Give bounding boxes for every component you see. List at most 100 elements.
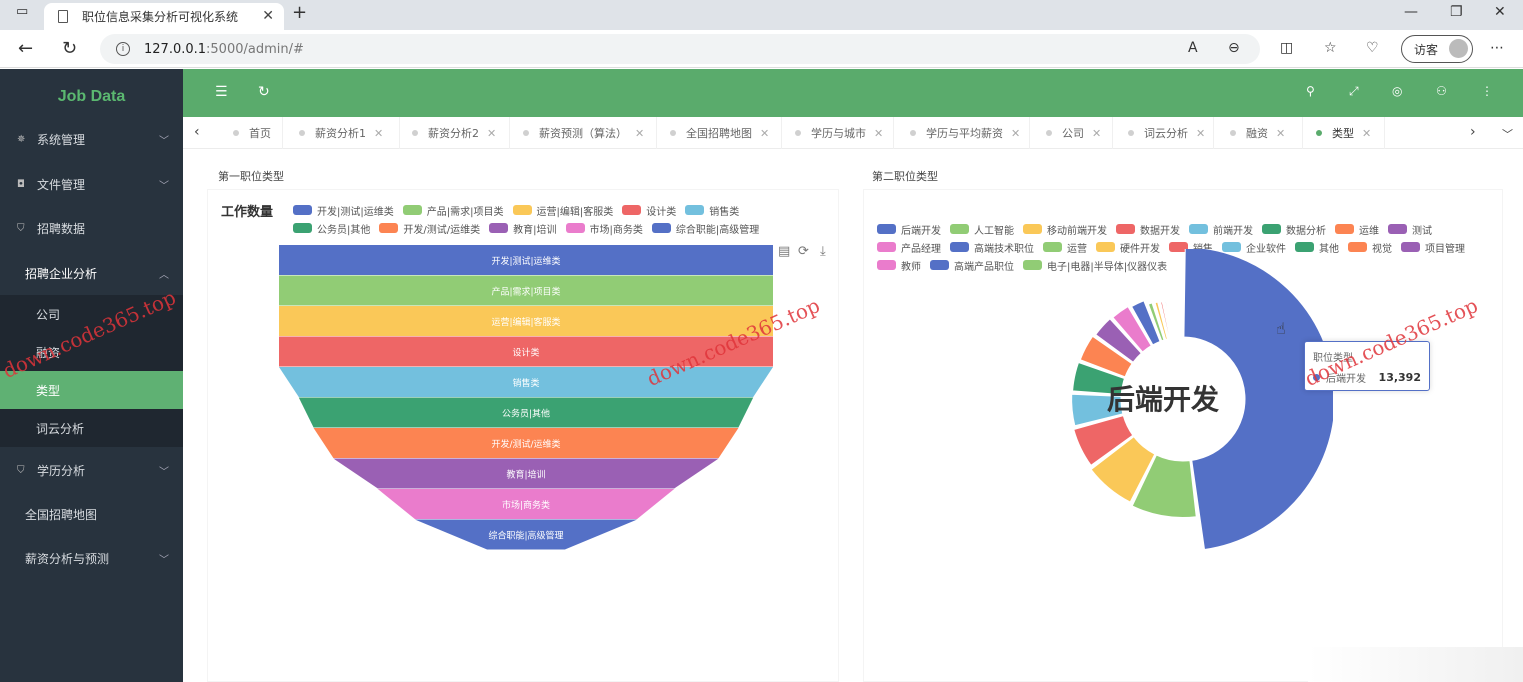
rose-legend-item[interactable]: 数据分析 xyxy=(1262,220,1326,238)
tab-edu-city[interactable]: 学历与城市 ✕ xyxy=(782,117,894,149)
fullscreen-icon[interactable]: ⤢ xyxy=(1349,84,1359,98)
tabs-right-icon[interactable]: › xyxy=(1470,124,1476,140)
rose-legend-item[interactable]: 硬件开发 xyxy=(1096,238,1160,256)
tabs-left-icon[interactable]: ‹ xyxy=(194,124,200,140)
rose-legend-item[interactable]: 高端技术职位 xyxy=(950,238,1034,256)
funnel-segment[interactable] xyxy=(279,306,773,336)
rose-slice[interactable] xyxy=(1095,318,1142,363)
rose-legend-item[interactable]: 企业软件 xyxy=(1222,238,1286,256)
sidebar-item-company-analysis[interactable]: 招聘企业分析 ︿ xyxy=(0,253,183,293)
url-input[interactable]: i 127.0.0.1:5000/admin/# xyxy=(100,34,1260,64)
close-icon[interactable]: ✕ xyxy=(1276,126,1286,140)
refresh-icon[interactable]: ↻ xyxy=(258,84,270,100)
rose-slice[interactable] xyxy=(1131,454,1197,518)
funnel-legend-item[interactable]: 开发/测试/运维类 xyxy=(379,219,480,237)
tab-salary2[interactable]: 薪资分析2 ✕ xyxy=(400,117,510,149)
tab-actions-icon[interactable]: ▭ xyxy=(16,4,29,19)
rose-slice[interactable] xyxy=(1073,415,1134,466)
funnel-legend-item[interactable]: 设计类 xyxy=(622,201,676,219)
rose-legend-item[interactable]: 后端开发 xyxy=(877,220,941,238)
restore-chart-icon[interactable]: ⟳ xyxy=(798,244,809,259)
funnel-legend-item[interactable]: 公务员|其他 xyxy=(293,219,370,237)
rose-legend-item[interactable]: 运营 xyxy=(1043,238,1087,256)
sidebar-item-system[interactable]: ✵ 系统管理 ﹀ xyxy=(0,119,183,159)
close-tab-icon[interactable]: ✕ xyxy=(262,8,274,24)
funnel-segment[interactable] xyxy=(279,367,773,397)
tab-edu-salary[interactable]: 学历与平均薪资 ✕ xyxy=(894,117,1030,149)
funnel-legend-item[interactable]: 教育|培训 xyxy=(489,219,557,237)
funnel-segment[interactable] xyxy=(298,397,754,428)
sidebar-item-financing[interactable]: 融资 xyxy=(0,333,183,371)
rose-legend-item[interactable]: 运维 xyxy=(1335,220,1379,238)
rose-slice[interactable] xyxy=(1160,301,1171,340)
tab-national-map[interactable]: 全国招聘地图 ✕ xyxy=(657,117,782,149)
more-vertical-icon[interactable]: ⋮ xyxy=(1481,84,1493,98)
close-icon[interactable]: ✕ xyxy=(1196,126,1206,140)
sidebar-item-salary[interactable]: 薪资分析与预测 ﹀ xyxy=(0,538,183,578)
zoom-icon[interactable]: ⊖ xyxy=(1228,40,1240,56)
data-view-icon[interactable]: ▤ xyxy=(778,244,791,259)
rose-slice[interactable] xyxy=(1172,300,1178,338)
settings-more-icon[interactable]: ⋯ xyxy=(1490,40,1504,56)
close-window-icon[interactable]: ✕ xyxy=(1494,4,1506,20)
read-aloud-icon[interactable]: A xyxy=(1188,40,1198,56)
funnel-segment[interactable] xyxy=(333,458,719,489)
rose-legend-item[interactable]: 人工智能 xyxy=(950,220,1014,238)
rose-slice[interactable] xyxy=(1183,249,1333,549)
search-icon[interactable]: ⚲ xyxy=(1306,84,1315,98)
rose-slice[interactable] xyxy=(1112,306,1152,353)
tab-salary1[interactable]: 薪资分析1 ✕ xyxy=(283,117,400,149)
sidebar-item-education[interactable]: ⛉ 学历分析 ﹀ xyxy=(0,450,183,490)
rose-legend-item[interactable]: 产品经理 xyxy=(877,238,941,256)
rose-slice[interactable] xyxy=(1147,302,1165,342)
menu-toggle-icon[interactable]: ☰ xyxy=(215,84,228,100)
back-icon[interactable]: ← xyxy=(18,38,34,59)
funnel-segment[interactable] xyxy=(313,428,739,458)
tab-company[interactable]: 公司 ✕ xyxy=(1030,117,1113,149)
funnel-segment[interactable] xyxy=(279,275,773,306)
close-icon[interactable]: ✕ xyxy=(374,126,384,140)
browser-tab[interactable]: 职位信息采集分析可视化系统 ✕ xyxy=(44,3,284,30)
sidebar-item-map[interactable]: 全国招聘地图 xyxy=(0,494,183,534)
rose-legend-item[interactable]: 测试 xyxy=(1388,220,1432,238)
tab-type[interactable]: 类型 ✕ xyxy=(1303,117,1385,149)
rose-slice[interactable] xyxy=(1090,436,1156,503)
close-icon[interactable]: ✕ xyxy=(1092,126,1102,140)
funnel-segment[interactable] xyxy=(377,489,675,519)
close-icon[interactable]: ✕ xyxy=(1011,126,1021,140)
rose-legend-item[interactable]: 数据开发 xyxy=(1116,220,1180,238)
globe-icon[interactable]: ◎ xyxy=(1392,84,1403,98)
sidebar-item-wordcloud[interactable]: 词云分析 xyxy=(0,409,183,447)
close-icon[interactable]: ✕ xyxy=(874,126,884,140)
rose-slice[interactable] xyxy=(1071,393,1124,427)
user-icon[interactable]: ⚇ xyxy=(1436,84,1447,98)
rose-legend-item[interactable]: 教师 xyxy=(877,256,921,274)
rose-legend-item[interactable]: 电子|电器|半导体|仪器仪表 xyxy=(1023,256,1167,274)
rose-legend-item[interactable]: 项目管理 xyxy=(1401,238,1465,256)
funnel-legend-item[interactable]: 综合职能|高级管理 xyxy=(651,219,759,237)
rose-legend-item[interactable]: 前端开发 xyxy=(1189,220,1253,238)
tab-home[interactable]: 首页 xyxy=(217,117,283,149)
funnel-legend-item[interactable]: 运营|编辑|客服类 xyxy=(512,201,613,219)
download-icon[interactable]: ⤓ xyxy=(820,244,826,259)
tab-salary-predict[interactable]: 薪资预测（算法） ✕ xyxy=(510,117,657,149)
split-screen-icon[interactable]: ◫ xyxy=(1280,40,1294,56)
close-icon[interactable]: ✕ xyxy=(1362,126,1372,140)
funnel-legend-item[interactable]: 销售类 xyxy=(685,201,739,219)
reload-icon[interactable]: ↻ xyxy=(62,38,78,59)
close-icon[interactable]: ✕ xyxy=(760,126,770,140)
rose-slice[interactable] xyxy=(1164,300,1173,339)
rose-slice[interactable] xyxy=(1154,301,1168,340)
rose-slice[interactable] xyxy=(1168,300,1176,339)
funnel-segment[interactable] xyxy=(414,519,638,550)
funnel-legend-item[interactable]: 市场|商务类 xyxy=(565,219,643,237)
favorites-icon[interactable]: ☆ xyxy=(1324,40,1337,56)
rose-legend-item[interactable]: 高端产品职位 xyxy=(930,256,1014,274)
sidebar-item-company[interactable]: 公司 xyxy=(0,295,183,333)
new-tab-icon[interactable]: + xyxy=(292,2,308,23)
tab-financing[interactable]: 融资 ✕ xyxy=(1214,117,1303,149)
funnel-legend-item[interactable]: 开发|测试|运维类 xyxy=(293,201,394,219)
rose-slice[interactable] xyxy=(1079,335,1133,378)
site-info-icon[interactable]: i xyxy=(116,42,130,56)
sidebar-item-type[interactable]: 类型 xyxy=(0,371,183,409)
